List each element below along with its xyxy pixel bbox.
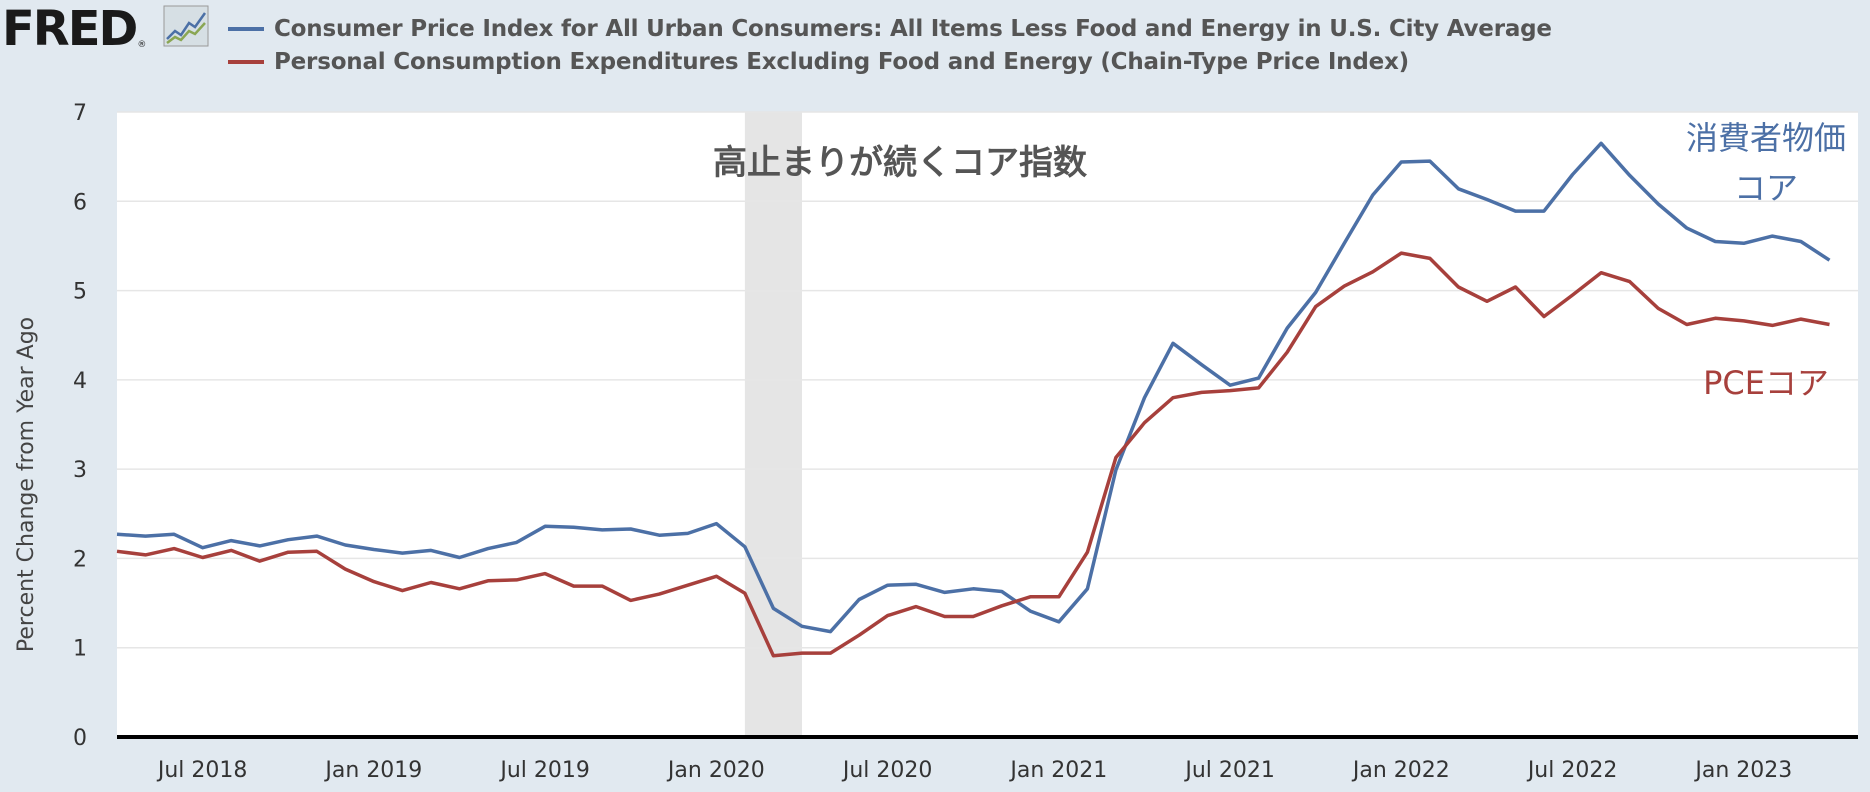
x-tick-label: Jan 2021: [1008, 758, 1107, 783]
y-tick-label: 4: [73, 369, 87, 394]
x-tick-label: Jan 2019: [323, 758, 422, 783]
annotation-pce: PCEコア: [1703, 364, 1829, 402]
line-graph-icon: [163, 5, 209, 47]
plot-area: [117, 112, 1858, 737]
x-tick-label: Jul 2020: [841, 758, 933, 783]
y-tick-label: 7: [73, 101, 87, 126]
x-tick-label: Jul 2021: [1183, 758, 1275, 783]
logo-text: FRED: [2, 1, 138, 57]
x-tick-label: Jul 2019: [498, 758, 590, 783]
legend-item-cpi[interactable]: Consumer Price Index for All Urban Consu…: [228, 12, 1552, 45]
fred-logo[interactable]: FRED ®: [2, 4, 146, 54]
series-line-cpi: [116, 141, 1831, 634]
legend-swatch-pce: [228, 59, 264, 64]
x-tick-label: Jan 2023: [1693, 758, 1792, 783]
recession-band: [744, 112, 802, 737]
legend-item-pce[interactable]: Personal Consumption Expenditures Exclud…: [228, 45, 1552, 78]
annotation-cpi-line: コア: [1734, 169, 1798, 207]
legend-label-pce: Personal Consumption Expenditures Exclud…: [274, 48, 1409, 75]
chart-header: FRED ® Consumer Price Index for All Urba…: [0, 0, 1870, 100]
x-tick-label: Jan 2020: [666, 758, 765, 783]
annotation-cpi-line: 消費者物価: [1686, 119, 1846, 157]
y-tick-label: 1: [73, 637, 87, 662]
legend-swatch-cpi: [228, 26, 264, 31]
x-tick-label: Jan 2022: [1351, 758, 1450, 783]
chart-title: 高止まりが続くコア指数: [713, 143, 1087, 183]
x-tick-label: Jul 2018: [156, 758, 248, 783]
y-axis-label: Percent Change from Year Ago: [14, 317, 39, 652]
y-tick-label: 3: [73, 458, 87, 483]
y-tick-label: 5: [73, 280, 87, 305]
y-tick-label: 0: [73, 726, 87, 751]
x-tick-label: Jul 2022: [1526, 758, 1618, 783]
chart-legend: Consumer Price Index for All Urban Consu…: [228, 12, 1552, 78]
y-tick-label: 2: [73, 547, 87, 572]
registered-mark: ®: [137, 40, 147, 50]
y-tick-label: 6: [73, 190, 87, 215]
series-line-pce: [116, 251, 1830, 658]
legend-label-cpi: Consumer Price Index for All Urban Consu…: [274, 15, 1552, 42]
